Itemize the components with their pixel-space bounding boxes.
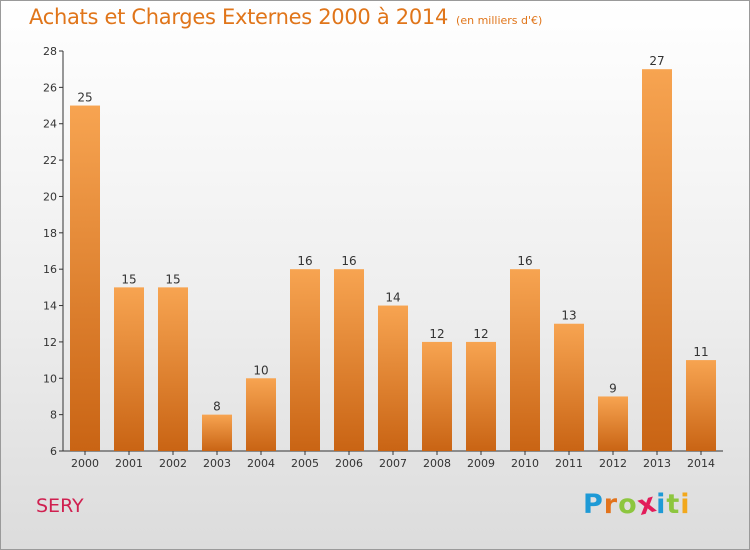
x-tick-label: 2008: [423, 457, 451, 470]
data-label: 15: [121, 272, 136, 286]
y-tick-label: 24: [43, 118, 57, 131]
logo-letter: t: [666, 489, 681, 520]
x-tick-label: 2000: [71, 457, 99, 470]
y-tick-label: 8: [50, 409, 57, 422]
y-tick-label: 18: [43, 227, 57, 240]
data-label: 13: [561, 309, 576, 323]
title-row: Achats et Charges Externes 2000 à 2014 (e…: [29, 5, 542, 29]
data-label: 9: [609, 381, 617, 395]
x-tick-label: 2010: [511, 457, 539, 470]
data-label: 11: [693, 345, 708, 359]
proxiti-logo[interactable]: Proxiti: [583, 487, 691, 522]
bar-2012: [598, 396, 628, 451]
x-tick-label: 2003: [203, 457, 231, 470]
x-tick-label: 2013: [643, 457, 671, 470]
chart-title: Achats et Charges Externes 2000 à 2014: [29, 5, 449, 29]
data-label: 27: [649, 54, 664, 68]
x-tick-label: 2011: [555, 457, 583, 470]
bar-2010: [510, 269, 540, 451]
axes: 6 8 10 12 14 16 18 20 22 24 26 28 2000 2001 2002 2003 20…: [43, 45, 723, 470]
bar-2004: [246, 378, 276, 451]
place-name: SERY: [36, 495, 84, 517]
data-label: 25: [77, 91, 92, 105]
bar-2003: [202, 414, 232, 451]
y-tick-label: 12: [43, 336, 57, 349]
data-label: 12: [429, 327, 444, 341]
data-label: 10: [253, 363, 268, 377]
bars: [70, 69, 716, 451]
y-tick-label: 14: [43, 300, 57, 313]
x-tick-label: 2002: [159, 457, 187, 470]
x-tick-label: 2006: [335, 457, 363, 470]
y-tick-label: 22: [43, 154, 57, 167]
bar-2013: [642, 69, 672, 451]
bar-2001: [114, 287, 144, 451]
y-tick-label: 28: [43, 45, 57, 58]
data-labels: 25 15 15 8 10 16 16 14 12 12 16 13 9 27 11: [77, 54, 708, 413]
bar-2011: [554, 323, 584, 451]
data-label: 14: [385, 291, 400, 305]
logo-letter: r: [603, 489, 619, 520]
data-label: 16: [517, 254, 532, 268]
bar-2014: [686, 360, 716, 451]
y-tick-label: 10: [43, 372, 57, 385]
bar-2006: [334, 269, 364, 451]
data-label: 12: [473, 327, 488, 341]
chart-subtitle: (en milliers d'€): [456, 14, 543, 27]
logo-letter: o: [618, 489, 638, 520]
data-label: 16: [297, 254, 312, 268]
y-tick-label: 20: [43, 190, 57, 203]
logo-letter: P: [583, 489, 604, 520]
logo-letter: i: [680, 489, 691, 520]
y-tick-label: 26: [43, 81, 57, 94]
data-label: 16: [341, 254, 356, 268]
data-label: 8: [213, 400, 221, 414]
x-tick-label: 2001: [115, 457, 143, 470]
x-tick-label: 2004: [247, 457, 275, 470]
x-tick-label: 2012: [599, 457, 627, 470]
logo-letter: i: [656, 489, 667, 520]
bar-2002: [158, 287, 188, 451]
x-tick-label: 2009: [467, 457, 495, 470]
x-tick-label: 2007: [379, 457, 407, 470]
bar-2008: [422, 341, 452, 451]
x-tick-label: 2014: [687, 457, 715, 470]
y-tick-label: 6: [50, 445, 57, 458]
data-label: 15: [165, 272, 180, 286]
bar-2007: [378, 305, 408, 451]
bar-2000: [70, 105, 100, 451]
bar-2009: [466, 341, 496, 451]
x-tick-label: 2005: [291, 457, 319, 470]
y-tick-label: 16: [43, 263, 57, 276]
bar-2005: [290, 269, 320, 451]
